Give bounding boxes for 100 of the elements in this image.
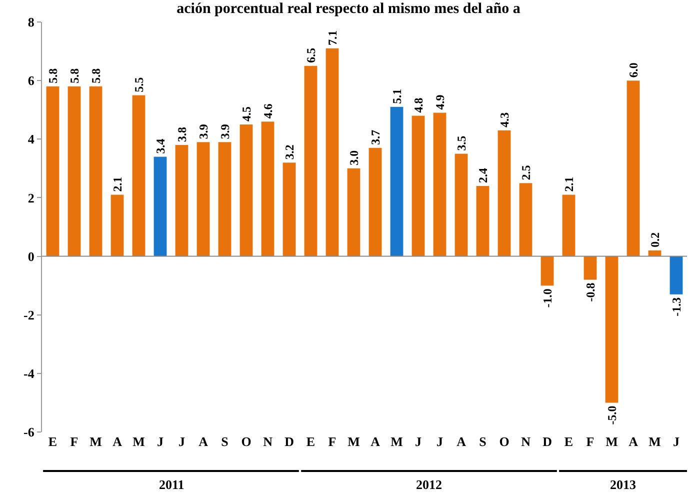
data-label: 4.8	[411, 98, 426, 113]
chart-title: ación porcentual real respecto al mismo mes del año a	[176, 1, 521, 18]
y-tick-label: -6	[24, 424, 35, 440]
data-label: 3.2	[282, 144, 296, 160]
data-label: 5.8	[67, 68, 82, 84]
data-label: -1.3	[669, 297, 684, 316]
bar	[218, 142, 232, 256]
bar	[175, 145, 188, 256]
bar	[584, 256, 597, 280]
bar	[626, 80, 640, 256]
bar	[110, 194, 124, 256]
x-tick-label: E	[306, 434, 316, 449]
x-tick-label: E	[48, 434, 58, 449]
data-label: 4.5	[239, 106, 254, 122]
data-label: 3.4	[153, 138, 168, 154]
data-label: 5.1	[390, 88, 404, 104]
bar	[412, 116, 425, 256]
x-tick-label: N	[521, 434, 532, 449]
data-label: 4.6	[260, 104, 275, 119]
x-tick-label: A	[370, 434, 381, 449]
data-label: 3.9	[196, 124, 210, 140]
bar	[498, 130, 511, 256]
bar	[368, 148, 382, 256]
bar	[347, 168, 360, 256]
x-tick-label: A	[628, 434, 639, 449]
x-tick-label: O	[499, 434, 510, 449]
x-tick-label: M	[348, 434, 360, 449]
x-tick-label: F	[70, 434, 78, 449]
bar	[132, 95, 146, 256]
data-label: -5.0	[604, 406, 619, 425]
bar	[196, 142, 210, 256]
bar	[261, 122, 274, 256]
y-tick-label: -4	[24, 366, 35, 381]
data-label: 6.0	[626, 62, 640, 78]
x-tick-label: J	[157, 434, 164, 449]
bar	[89, 86, 102, 256]
text: 2013	[610, 477, 636, 492]
bar	[326, 48, 339, 256]
bar	[46, 86, 60, 256]
x-tick-label: S	[479, 434, 486, 449]
data-label: 2.1	[562, 176, 576, 192]
bar	[390, 106, 404, 256]
x-tick-label: F	[586, 434, 594, 449]
data-label: -1.0	[540, 288, 554, 308]
x-tick-label: J	[673, 434, 680, 449]
y-tick-label: 6	[28, 73, 35, 88]
data-label: 5.8	[88, 68, 103, 84]
y-tick-label: -2	[24, 307, 34, 322]
data-label: 4.3	[497, 112, 512, 128]
bar	[562, 194, 576, 256]
bar	[454, 154, 468, 256]
x-tick-label: S	[221, 434, 228, 449]
data-label: 3.7	[368, 130, 382, 145]
bar	[68, 86, 81, 256]
bar	[648, 250, 662, 256]
x-tick-label: D	[284, 434, 294, 449]
data-label: 2.1	[110, 176, 124, 192]
y-tick-label: 8	[28, 14, 35, 30]
x-tick-label: A	[198, 434, 209, 449]
data-label: 0.2	[648, 232, 662, 248]
data-label: 3.5	[454, 136, 468, 151]
x-tick-label: N	[263, 434, 274, 449]
data-label: 7.1	[325, 30, 340, 46]
x-tick-label: A	[456, 434, 467, 449]
x-tick-label: M	[132, 434, 145, 449]
x-tick-label: M	[390, 434, 403, 449]
data-label: 3.8	[174, 127, 189, 142]
data-label: -0.8	[583, 282, 598, 302]
data-label: 2.5	[518, 165, 533, 180]
bar	[670, 256, 683, 294]
x-tick-label: O	[241, 434, 252, 449]
x-tick-label: J	[178, 434, 186, 449]
x-tick-label: J	[415, 434, 422, 449]
data-label: 6.5	[304, 48, 318, 63]
bar	[240, 124, 253, 256]
bar	[605, 256, 618, 403]
text: 2011	[159, 477, 184, 492]
data-label: 5.5	[132, 77, 146, 92]
data-label: 4.9	[432, 94, 447, 110]
bar	[304, 66, 318, 256]
y-tick-label: 2	[28, 190, 34, 206]
x-tick-label: M	[90, 434, 102, 449]
data-label: 3.9	[218, 124, 232, 140]
bar	[433, 112, 446, 256]
bar	[519, 183, 532, 256]
bar	[154, 156, 167, 256]
x-tick-label: M	[606, 434, 618, 449]
bar	[282, 162, 296, 256]
data-label: 3.0	[346, 150, 361, 166]
text: 2012	[416, 477, 442, 492]
x-tick-label: A	[112, 434, 123, 449]
x-tick-label: E	[564, 434, 574, 449]
x-tick-label: F	[328, 434, 336, 449]
bar	[476, 186, 490, 256]
x-tick-label: D	[542, 434, 552, 449]
bar	[540, 256, 554, 286]
y-tick-label: 4	[28, 132, 35, 147]
x-tick-label: M	[648, 434, 661, 449]
data-label: 5.8	[46, 68, 60, 84]
y-tick-label: 0	[28, 248, 34, 264]
